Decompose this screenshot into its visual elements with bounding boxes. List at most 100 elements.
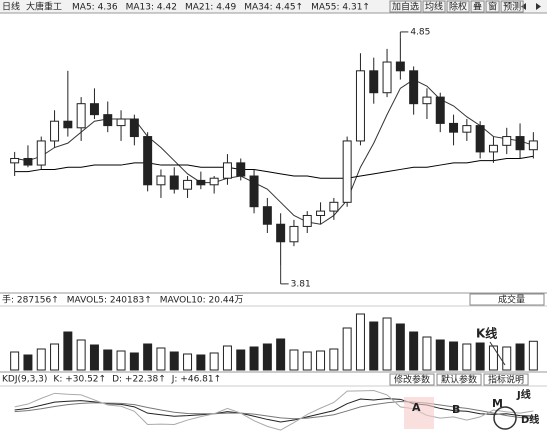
- candle-body: [23, 157, 33, 166]
- annotation-leader: [489, 341, 506, 366]
- candle-body: [528, 140, 538, 151]
- volume-bar: [116, 350, 126, 371]
- kdj-button[interactable]: [389, 373, 435, 386]
- candle-body: [129, 118, 139, 138]
- volume-bar: [528, 340, 538, 371]
- candle-body: [435, 96, 445, 124]
- volume-bar: [515, 343, 525, 371]
- candle-body: [488, 144, 498, 153]
- candle-body: [143, 136, 153, 186]
- candle-body: [382, 61, 392, 94]
- header-bar: [0, 0, 547, 13]
- indicator-selector-label[interactable]: 成交量: [498, 294, 525, 306]
- volume-bar: [276, 338, 286, 371]
- volume-bar: [222, 345, 232, 371]
- volume-bar: [143, 343, 153, 371]
- volume-bar: [63, 331, 73, 371]
- candle-body: [355, 70, 365, 142]
- toolbar-button-label[interactable]: 叠: [473, 2, 482, 13]
- toolbar-button-label[interactable]: 均线: [425, 1, 443, 13]
- toolbar-button-label[interactable]: 除权: [449, 1, 467, 13]
- candle-body: [50, 120, 60, 142]
- candle-body: [103, 114, 113, 127]
- candle-body: [249, 175, 259, 208]
- candle-body: [116, 118, 126, 127]
- candle-body: [342, 140, 352, 203]
- candle-body: [449, 122, 459, 133]
- next-button[interactable]: [536, 3, 541, 10]
- volume-bar: [382, 317, 392, 371]
- candle-body: [409, 70, 419, 105]
- candle-body: [63, 120, 73, 129]
- kdj-annotation: J线: [516, 388, 531, 401]
- volume-bar: [395, 323, 405, 371]
- volume-bar: [329, 348, 339, 371]
- volume-bar: [169, 351, 179, 371]
- candle-body: [183, 179, 193, 190]
- volume-bar: [369, 321, 379, 371]
- toolbar-button[interactable]: [389, 0, 422, 13]
- toolbar-button[interactable]: [446, 0, 470, 13]
- toolbar-button[interactable]: [422, 0, 446, 13]
- candle-body: [289, 225, 299, 243]
- volume-bar: [103, 349, 113, 371]
- annotation-label: 3.81: [291, 279, 311, 289]
- volume-bar: [409, 331, 419, 371]
- kdj-indicator: J: +46.81↑: [171, 375, 221, 385]
- highlight-box: [404, 397, 434, 429]
- ma-indicator: MA21: 4.49: [185, 3, 237, 13]
- volume-bar: [449, 341, 459, 371]
- kdj-button-label[interactable]: 指标说明: [488, 374, 524, 386]
- kdj-button-label[interactable]: 默认参数: [441, 374, 477, 386]
- highlight-circle: [493, 406, 517, 430]
- toolbar-button[interactable]: [500, 0, 524, 13]
- ma-indicator: MA55: 4.31↑: [311, 3, 370, 13]
- candle-body: [462, 125, 472, 133]
- toolbar-button[interactable]: [470, 0, 485, 13]
- volume-bar: [156, 347, 166, 371]
- candle-body: [196, 179, 206, 186]
- kdj-annotation: D线: [521, 413, 539, 426]
- indicator-selector[interactable]: [469, 293, 545, 306]
- volume-bar: [488, 345, 498, 371]
- kdj-annotation: M: [492, 397, 503, 410]
- ma-indicator: MA13: 4.42: [126, 3, 177, 13]
- toolbar-button-label[interactable]: 预测: [503, 2, 521, 13]
- kdj-button[interactable]: [436, 373, 482, 386]
- kdj-indicator: KDJ(9,3,3): [2, 375, 47, 385]
- stock-label: 大唐重工: [26, 1, 62, 13]
- kdj-annotation: A: [412, 401, 421, 414]
- kdj-annotation: B: [452, 403, 460, 416]
- volume-bar: [289, 349, 299, 371]
- volume-bar: [209, 352, 219, 371]
- toolbar-button-label[interactable]: 加自选: [392, 1, 419, 13]
- volume-bar: [502, 346, 512, 371]
- candle-body: [422, 96, 432, 105]
- candle-body: [329, 201, 339, 212]
- kdj-button[interactable]: [483, 373, 529, 386]
- volume-bar: [36, 348, 46, 371]
- volume-bar: [50, 343, 60, 371]
- toolbar-button[interactable]: [485, 0, 500, 13]
- volume-bar: [129, 352, 139, 371]
- candle-body: [236, 162, 246, 177]
- ma-indicator: MA5: 4.36: [72, 3, 118, 13]
- kdj-button-label[interactable]: 修改参数: [394, 374, 430, 386]
- candle-body: [10, 157, 20, 164]
- volume-bar: [196, 354, 206, 371]
- volume-bar: [76, 339, 86, 371]
- kdj-annotation: K线: [476, 326, 497, 341]
- volume-bar: [316, 350, 326, 371]
- volume-indicator: 手: 287156↑: [2, 294, 59, 306]
- candle-body: [209, 177, 219, 186]
- toolbar-button-label[interactable]: 窗: [488, 1, 497, 13]
- candle-body: [222, 162, 232, 179]
- volume-bar: [236, 349, 246, 371]
- candle-body: [302, 214, 312, 227]
- ma-indicator: MA34: 4.45↑: [244, 3, 303, 13]
- volume-bar: [302, 351, 312, 371]
- candle-body: [156, 175, 166, 186]
- candle-body: [316, 210, 326, 216]
- candle-body: [169, 175, 179, 190]
